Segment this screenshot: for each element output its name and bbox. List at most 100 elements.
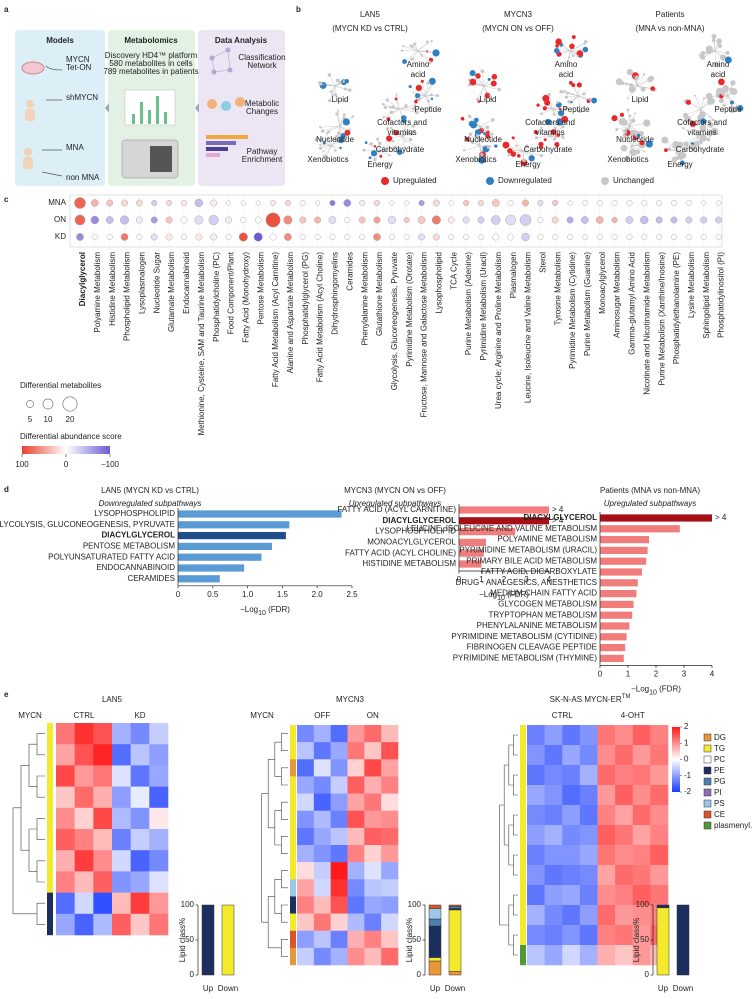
- y-axis-label: Lipid class%: [405, 918, 414, 962]
- bar-label: LYSOPHOSPHOLIPID: [94, 509, 175, 518]
- network-node: [543, 138, 547, 142]
- bar-label: LEUCINE, ISOLEUCINE AND VALINE METABOLIS…: [407, 524, 598, 533]
- bubble: [121, 199, 128, 207]
- heatmap-cell: [347, 827, 365, 846]
- network-node: [635, 149, 641, 155]
- network-node: [661, 136, 669, 144]
- heatmap-cell: [149, 913, 169, 936]
- heatmap-cell: [381, 725, 399, 743]
- bubble: [431, 215, 441, 225]
- network-node: [386, 127, 390, 131]
- network-edge: [700, 98, 705, 110]
- analysis-label: Classification: [238, 53, 285, 62]
- heatmap-cell: [650, 765, 669, 786]
- x-tick-label: 1.5: [277, 590, 289, 599]
- network-edge: [473, 139, 480, 147]
- network-node: [555, 38, 562, 45]
- network-node: [583, 42, 586, 45]
- x-tick-label: 3: [682, 670, 687, 679]
- network-edge: [637, 85, 653, 89]
- bubble: [507, 233, 515, 241]
- bar-label: MEDIUM CHAIN FATTY ACID: [490, 589, 597, 598]
- class-sidebar: [290, 759, 296, 777]
- network-node: [314, 137, 319, 142]
- network-node: [542, 106, 547, 111]
- network-node: [711, 38, 716, 43]
- heatmap-cell: [313, 930, 331, 949]
- bar-label: DIACYLGLYCEROL: [383, 516, 457, 525]
- bubble: [477, 216, 485, 224]
- heatmap-cell: [562, 785, 581, 806]
- network-node: [645, 140, 653, 148]
- network-edge: [401, 125, 408, 137]
- network-edge: [685, 108, 701, 116]
- bubble: [611, 234, 618, 240]
- network-node: [490, 132, 494, 136]
- network-node: [411, 124, 416, 128]
- change-icon: [207, 99, 217, 109]
- heatmap-cell: [364, 879, 382, 897]
- class-sidebar: [520, 745, 526, 766]
- heatmap-cell: [149, 871, 169, 893]
- group-label: KD: [134, 711, 145, 720]
- class-sidebar: [520, 785, 526, 806]
- network-edge: [379, 140, 394, 152]
- bubble: [640, 215, 649, 225]
- network-edge: [320, 125, 340, 128]
- network-node: [335, 112, 339, 116]
- network-node: [623, 130, 627, 134]
- network-node: [342, 113, 346, 117]
- category-label: Pentose Metabolism: [256, 252, 265, 325]
- heatmap-cell: [74, 850, 94, 872]
- network-edge: [417, 41, 428, 52]
- network-node: [426, 81, 430, 85]
- network-node: [591, 97, 598, 104]
- network-label: vitamins: [535, 128, 564, 137]
- network-node: [383, 105, 388, 110]
- heatmap-cell: [330, 862, 348, 880]
- network-edge: [401, 135, 405, 148]
- colorbar-label: -1: [684, 771, 692, 780]
- network-node: [554, 47, 560, 54]
- heatmap-cell: [527, 725, 545, 746]
- heatmap-cell: [330, 827, 348, 846]
- heatmap-cell: [93, 829, 113, 851]
- colorbar-label: 0: [684, 755, 689, 764]
- network-label: vitamins: [687, 128, 716, 137]
- x-label-part: −Log: [631, 685, 649, 694]
- network-node: [636, 133, 641, 138]
- heatmap-cell: [347, 913, 365, 932]
- dendrogram: [508, 824, 514, 866]
- bar-label: GLYCOLYSIS, GLUCONEOGENESIS, PYRUVATE: [0, 520, 175, 529]
- network-node: [525, 144, 529, 148]
- network-edge: [379, 147, 397, 152]
- dendrogram: [281, 767, 288, 786]
- network-node: [428, 60, 432, 65]
- heatmap-cell: [112, 913, 131, 936]
- bubble: [655, 216, 663, 224]
- network-edge: [478, 85, 485, 102]
- class-sidebar: [290, 930, 296, 949]
- network-node: [382, 116, 386, 119]
- category-label: Phosphatidylinositol (PI): [717, 252, 726, 338]
- heatmap-cell: [527, 945, 545, 966]
- bubble: [389, 200, 395, 206]
- bubble: [91, 199, 99, 207]
- group-label: ON: [367, 711, 379, 720]
- class-sidebar: [47, 744, 53, 766]
- lipid-legend-label: PG: [714, 777, 726, 786]
- heatmap-cell: [130, 850, 150, 872]
- heatmap-cell: [381, 913, 399, 932]
- class-sidebar: [520, 725, 526, 746]
- bar-label: PENTOSE METABOLISM: [83, 542, 176, 551]
- model-label: MYCN: [66, 55, 90, 64]
- heatmap-cell: [313, 947, 331, 966]
- network-node: [318, 81, 323, 86]
- network-node: [412, 129, 415, 133]
- heatmap-cell: [93, 786, 113, 809]
- bar-label: FATTY ACID, DICARBOXYLATE: [481, 567, 597, 576]
- x-tick-label: 2.0: [312, 590, 324, 599]
- colorbar-label: -2: [684, 787, 692, 796]
- heatmap-cell: [347, 742, 365, 760]
- network-node: [540, 126, 543, 130]
